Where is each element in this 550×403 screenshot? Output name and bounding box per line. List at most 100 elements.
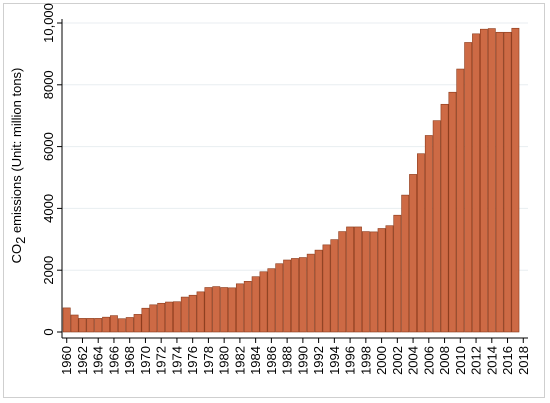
x-tick-label: 2018 <box>516 346 531 375</box>
y-tick-label: 2000 <box>41 256 56 285</box>
x-tick-label: 1986 <box>264 346 279 375</box>
bar <box>346 226 355 333</box>
bar <box>165 301 173 333</box>
y-tick-label: 8000 <box>41 70 56 99</box>
bar <box>86 318 95 333</box>
x-tick-label: 1992 <box>311 346 326 375</box>
x-tick-label: 1990 <box>295 346 310 375</box>
x-tick-label: 1964 <box>91 346 106 375</box>
bar <box>78 318 87 333</box>
bar <box>196 291 205 333</box>
x-tick-label: 1976 <box>185 346 200 375</box>
bar <box>291 258 299 333</box>
bar <box>503 31 512 333</box>
bar <box>479 28 488 333</box>
x-tick-label: 1970 <box>138 346 153 375</box>
y-axis-title: CO2 emissions (Unit: million tons) <box>9 68 28 264</box>
x-tick-label: 1974 <box>169 346 184 375</box>
bar <box>417 153 425 333</box>
bar <box>212 286 221 333</box>
x-tick-label: 2010 <box>453 346 468 375</box>
y-tick-label: 4000 <box>41 194 56 223</box>
bar <box>448 91 457 333</box>
x-tick-label: 2004 <box>406 346 421 375</box>
bar <box>401 194 410 333</box>
bar <box>267 268 276 333</box>
bar <box>314 249 323 333</box>
bar <box>354 226 362 333</box>
bar <box>464 42 473 333</box>
y-axis-title-prefix: CO <box>9 244 24 264</box>
x-tick-label: 1994 <box>327 346 342 375</box>
x-tick-label: 2002 <box>390 346 405 375</box>
bar <box>440 103 449 333</box>
bar <box>62 307 71 333</box>
x-tick-label: 1966 <box>106 346 121 375</box>
x-tick-label: 2016 <box>500 346 515 375</box>
bar <box>338 231 347 333</box>
x-tick-label: 1972 <box>154 346 169 375</box>
bar <box>298 257 307 333</box>
x-tick-label: 1978 <box>201 346 216 375</box>
x-tick-label: 1988 <box>280 346 295 375</box>
bar <box>188 294 197 333</box>
bar <box>228 287 236 333</box>
bar <box>393 214 402 333</box>
x-tick-label: 1984 <box>248 346 263 375</box>
bar <box>117 318 126 333</box>
bar <box>456 68 465 333</box>
bar <box>409 174 417 333</box>
y-tick-label: 10,000 <box>41 3 56 43</box>
bar <box>220 287 229 333</box>
bar <box>243 281 252 333</box>
x-tick-label: 2006 <box>421 346 436 375</box>
bar <box>361 231 370 333</box>
x-tick-label: 1998 <box>358 346 373 375</box>
x-tick-label: 1982 <box>232 346 247 375</box>
bar <box>495 31 504 333</box>
x-tick-label: 1960 <box>59 346 74 375</box>
bars <box>62 27 520 333</box>
bar <box>511 27 520 333</box>
bar <box>330 239 339 333</box>
y-axis-title-subscript: 2 <box>13 237 28 244</box>
bar <box>102 316 110 333</box>
bar <box>322 244 331 333</box>
x-tick-label: 1962 <box>75 346 90 375</box>
x-tick-label: 1980 <box>217 346 232 375</box>
bar <box>472 33 480 333</box>
bar <box>424 135 433 333</box>
bar <box>149 304 158 333</box>
bar <box>173 301 181 333</box>
y-axis-title-suffix: emissions (Unit: million tons) <box>9 68 24 237</box>
y-tick-label: 0 <box>41 328 56 335</box>
bar <box>141 307 150 333</box>
bar <box>487 28 496 333</box>
bar <box>94 318 103 333</box>
x-tick-label: 2014 <box>484 346 499 375</box>
bar <box>133 314 142 333</box>
bar <box>125 317 134 333</box>
bar <box>259 271 268 333</box>
bar <box>306 253 315 333</box>
bar <box>110 315 118 333</box>
bar <box>251 276 260 333</box>
y-tick-label: 6000 <box>41 132 56 161</box>
bar <box>235 283 244 333</box>
bar <box>275 263 284 333</box>
x-tick-label: 1996 <box>343 346 358 375</box>
bar <box>204 287 213 333</box>
bar <box>377 228 386 333</box>
bar <box>385 225 394 333</box>
bar <box>180 296 189 333</box>
bar <box>369 231 378 333</box>
bar <box>157 302 166 333</box>
bar <box>432 120 441 333</box>
x-tick-label: 2000 <box>374 346 389 375</box>
x-tick-label: 1968 <box>122 346 137 375</box>
x-tick-label: 2008 <box>437 346 452 375</box>
x-tick-label: 2012 <box>469 346 484 375</box>
